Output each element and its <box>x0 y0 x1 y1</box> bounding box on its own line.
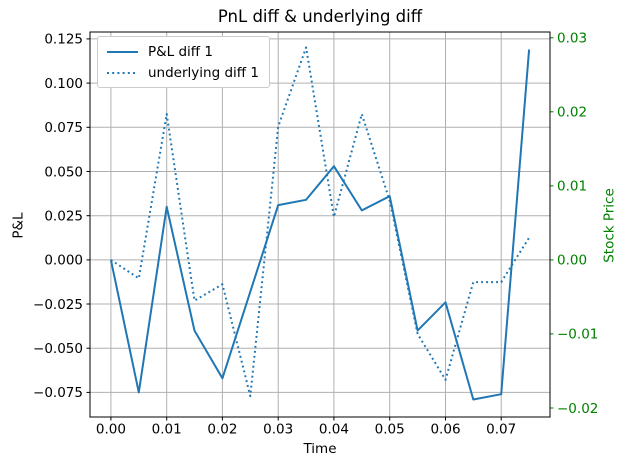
y-tick-label-right: 0.00 <box>557 253 587 269</box>
x-tick-label: 0.03 <box>263 422 293 438</box>
y-tick-label-right: 0.01 <box>557 179 587 195</box>
y-tick-label-left: −0.025 <box>33 297 83 313</box>
legend-item-pnl: P&L diff 1 <box>106 42 259 61</box>
pnl-diff-line <box>109 49 531 401</box>
y-tick-label-left: 0.000 <box>44 253 83 269</box>
x-tick-label: 0.02 <box>207 422 237 438</box>
y-tick-label-right: 0.02 <box>557 105 587 121</box>
y-tick-label-left: −0.075 <box>33 385 83 401</box>
underlying-diff-line <box>110 46 530 398</box>
legend-label-underlying: underlying diff 1 <box>148 64 259 81</box>
y-tick-label-left: 0.125 <box>44 32 83 48</box>
y-tick-label-left: 0.025 <box>44 209 83 225</box>
y-tick-label-left: 0.100 <box>44 76 83 92</box>
y-tick-label-left: −0.050 <box>33 341 83 357</box>
y-axis-label-right: Stock Price <box>601 188 618 263</box>
legend-solid-line-icon <box>107 50 138 53</box>
x-tick-label: 0.01 <box>152 422 182 438</box>
x-tick-label: 0.05 <box>375 422 405 438</box>
chart-title: PnL diff & underlying diff <box>217 7 423 26</box>
x-tick-label: 0.04 <box>319 422 349 438</box>
y-tick-label-left: 0.050 <box>44 164 83 180</box>
legend-label-pnl: P&L diff 1 <box>148 43 213 60</box>
x-tick-label: 0.00 <box>96 422 126 438</box>
legend-dotted-line-icon <box>107 71 138 74</box>
y-axis-label-left: P&L <box>10 212 27 239</box>
y-tick-label-right: 0.03 <box>557 31 587 47</box>
x-tick-label: 0.06 <box>430 422 460 438</box>
x-tick-label: 0.07 <box>486 422 516 438</box>
y-tick-label-right: −0.01 <box>557 327 598 343</box>
y-tick-label-right: −0.02 <box>557 401 598 417</box>
axes-spines <box>89 31 551 418</box>
x-axis-label: Time <box>303 441 337 457</box>
legend-item-underlying: underlying diff 1 <box>106 63 259 82</box>
y-tick-label-left: 0.075 <box>44 120 83 136</box>
legend: P&L diff 1 underlying diff 1 <box>97 36 270 88</box>
